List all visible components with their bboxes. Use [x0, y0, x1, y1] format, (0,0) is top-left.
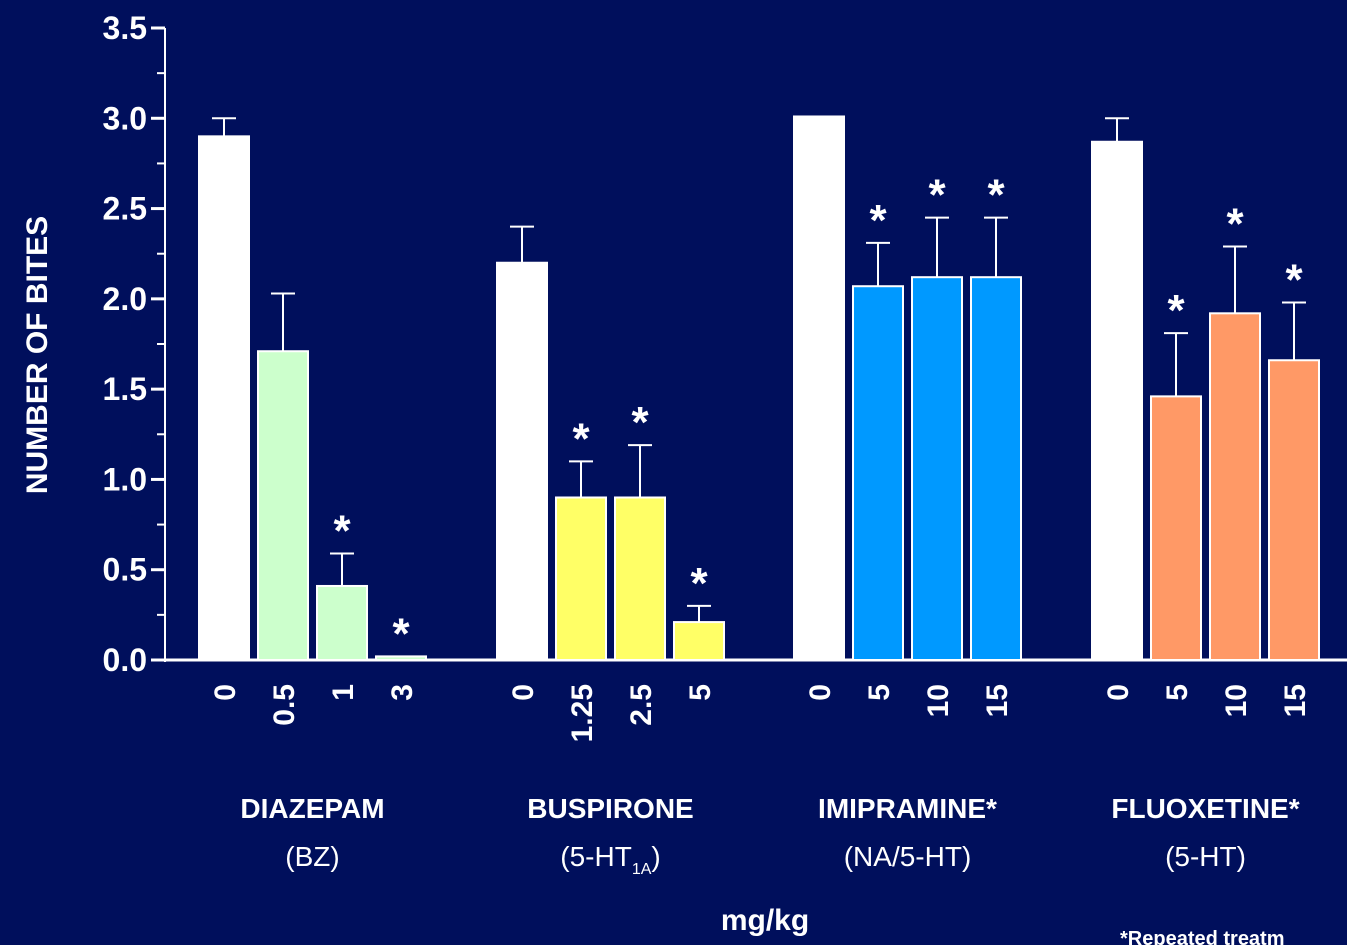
- drug-class-subscript: 1A: [632, 861, 652, 878]
- significance-star: *: [987, 171, 1005, 220]
- dose-label: 3: [386, 684, 419, 701]
- bar: [198, 135, 250, 662]
- y-tick-label: 0.0: [103, 642, 147, 678]
- drug-name-label: IMIPRAMINE*: [818, 793, 997, 824]
- significance-star: *: [928, 171, 946, 220]
- significance-star: *: [631, 398, 649, 447]
- significance-star: *: [572, 414, 590, 463]
- y-tick-label: 2.0: [103, 281, 147, 317]
- dose-label: 1: [327, 684, 360, 701]
- bar: [1209, 312, 1261, 661]
- dose-label: 0: [1102, 684, 1135, 701]
- significance-star: *: [333, 506, 351, 555]
- y-tick-label: 3.0: [103, 100, 147, 136]
- drug-class-label: (NA/5-HT): [844, 841, 972, 872]
- drug-class-label: (5-HT1A): [560, 841, 660, 878]
- dose-label: 10: [1220, 684, 1253, 717]
- bar: [970, 276, 1022, 661]
- bars: *** **** ****: [198, 115, 1320, 662]
- drug-name-label: FLUOXETINE*: [1111, 793, 1299, 824]
- y-tick-label: 1.0: [103, 461, 147, 497]
- drug-name-label: DIAZEPAM: [240, 793, 384, 824]
- drug-class-prefix: (NA/5-HT: [844, 841, 962, 872]
- y-tick-label: 1.5: [103, 371, 147, 407]
- dose-label: 0.5: [268, 684, 301, 726]
- significance-star: *: [1285, 255, 1303, 304]
- dose-label: 15: [1279, 684, 1312, 717]
- bar: [1091, 140, 1143, 661]
- bar: [375, 655, 427, 661]
- drug-class-suffix: ): [330, 841, 339, 872]
- drug-class-suffix: ): [1237, 841, 1246, 872]
- dose-label: 5: [1161, 684, 1194, 701]
- dose-label: 5: [684, 684, 717, 701]
- dose-label: 10: [922, 684, 955, 717]
- y-axis-label: NUMBER OF BITES: [21, 216, 54, 494]
- drug-class-prefix: (BZ: [285, 841, 330, 872]
- x-axis-label: mg/kg: [721, 904, 809, 937]
- y-tick-label: 3.5: [103, 10, 147, 46]
- dose-label: 15: [981, 684, 1014, 717]
- drug-name-label: BUSPIRONE: [527, 793, 693, 824]
- drug-class-prefix: (5-HT: [1165, 841, 1237, 872]
- bar-group: * * *: [1091, 117, 1320, 661]
- bar: [852, 285, 904, 661]
- y-tick-label: 2.5: [103, 191, 147, 227]
- significance-star: *: [392, 609, 410, 658]
- dose-label: 5: [863, 684, 896, 701]
- significance-star: *: [1226, 199, 1244, 248]
- drug-class-label: (BZ): [285, 841, 339, 872]
- bar-group: * * *: [496, 225, 725, 662]
- bar: [911, 276, 963, 661]
- bar: [1268, 359, 1320, 661]
- dose-label: 1.25: [566, 684, 599, 742]
- dose-label: 2.5: [625, 684, 658, 726]
- significance-star: *: [1167, 286, 1185, 335]
- dose-label: 0: [209, 684, 242, 701]
- dose-label: 0: [804, 684, 837, 701]
- significance-star: *: [690, 559, 708, 608]
- footnote: *Repeated treatm: [1120, 928, 1285, 945]
- bar: [1150, 395, 1202, 661]
- dose-label: 0: [507, 684, 540, 701]
- bar: [257, 350, 309, 661]
- bar: [316, 584, 368, 661]
- x-labels: 0 0.5 1 3 DIAZEPAM (BZ) 0 1.25 2.5 5 BUSPIRONE (5-H…: [209, 684, 1312, 878]
- bar-group: * * *: [793, 115, 1022, 662]
- y-tick-label: 0.5: [103, 552, 147, 588]
- drug-class-label: (5-HT): [1165, 841, 1246, 872]
- drug-class-suffix: ): [651, 841, 660, 872]
- bar: [673, 621, 725, 662]
- drug-class-prefix: (5-HT: [560, 841, 632, 872]
- bar-group: **: [198, 117, 427, 662]
- bar: [614, 496, 666, 661]
- significance-star: *: [869, 196, 887, 245]
- bar: [793, 115, 845, 662]
- bar: [555, 496, 607, 661]
- drug-class-suffix: ): [962, 841, 971, 872]
- bar: [496, 261, 548, 661]
